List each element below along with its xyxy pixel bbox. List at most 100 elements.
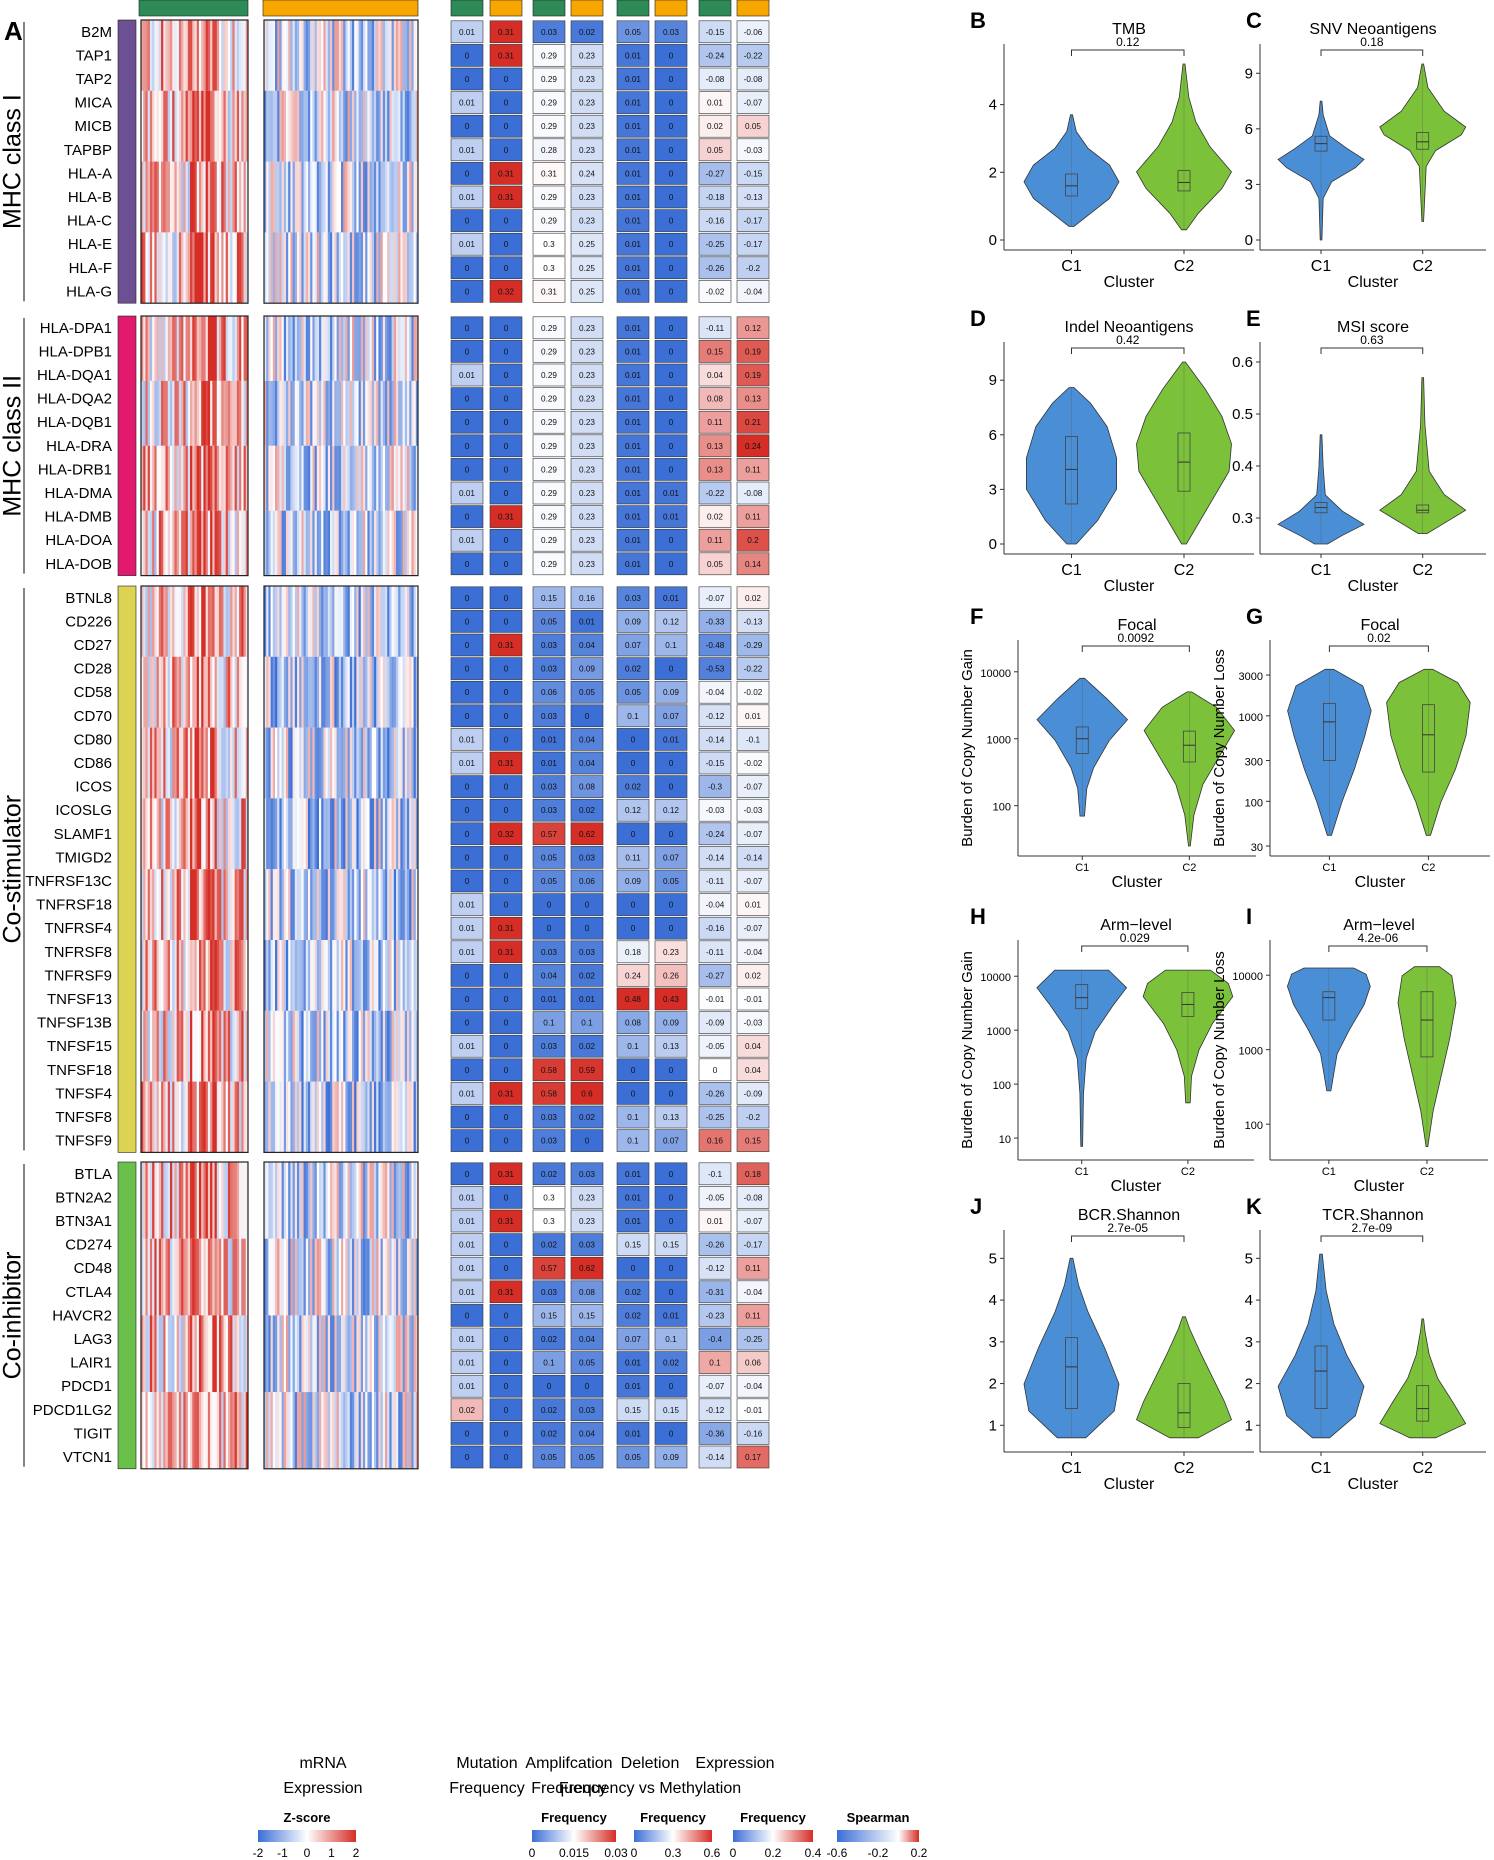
heatmap-cell bbox=[387, 869, 390, 940]
heatmap-cell bbox=[163, 940, 166, 1011]
heatmap-cell bbox=[183, 586, 186, 657]
tile-value-spr: 0.21 bbox=[745, 418, 761, 427]
heatmap-cell bbox=[207, 380, 211, 446]
boxplot-box bbox=[1065, 1337, 1078, 1410]
heatmap-cell bbox=[369, 380, 373, 446]
tile-amp bbox=[532, 1304, 566, 1327]
heatmap-cell bbox=[360, 798, 364, 870]
heatmap-cell bbox=[245, 316, 249, 381]
tile-del bbox=[654, 586, 688, 610]
heatmap-cell bbox=[165, 1081, 169, 1153]
tile-value-mut: 0.31 bbox=[498, 948, 514, 957]
heatmap-cell bbox=[365, 1315, 368, 1393]
heatmap-cell bbox=[194, 380, 198, 446]
heatmap-cell bbox=[234, 510, 238, 576]
heatmap-cell bbox=[221, 445, 224, 511]
tile-value-mut: 0.31 bbox=[498, 1288, 514, 1297]
p-value-label: 0.42 bbox=[1116, 333, 1140, 347]
panel-a: A MHC class IB2Mns0.010.310.030.020.050.… bbox=[0, 0, 928, 1860]
tile-mut bbox=[450, 1162, 484, 1186]
heatmap-cell bbox=[275, 161, 278, 233]
heatmap-cell bbox=[167, 1081, 171, 1153]
heatmap-cell bbox=[196, 232, 200, 304]
heatmap-cell bbox=[332, 727, 335, 799]
heatmap-cell bbox=[194, 940, 198, 1011]
heatmap-cell bbox=[382, 445, 386, 511]
tile-mut bbox=[450, 610, 484, 633]
heatmap-cell bbox=[198, 586, 202, 657]
tile-value-mut: 0 bbox=[504, 324, 509, 333]
heatmap-cell bbox=[378, 316, 381, 381]
heatmap-cell bbox=[367, 1081, 370, 1153]
heatmap-cell bbox=[172, 1315, 175, 1393]
heatmap-cell bbox=[398, 727, 401, 799]
heatmap-cell bbox=[163, 1162, 166, 1239]
heatmap-cell bbox=[198, 1238, 202, 1316]
gene-label: HLA-C bbox=[67, 213, 112, 230]
heatmap-cell bbox=[312, 316, 315, 381]
heatmap-cell bbox=[156, 940, 160, 1011]
heatmap-cell bbox=[178, 1238, 182, 1316]
heatmap-cell bbox=[349, 940, 353, 1011]
tile-value-spr: 0.01 bbox=[707, 1217, 723, 1226]
tile-value-spr: -0.11 bbox=[706, 948, 724, 957]
tile-amp bbox=[532, 162, 566, 185]
tile-amp bbox=[570, 680, 604, 704]
tile-amp bbox=[570, 657, 604, 680]
heatmap-cell bbox=[411, 798, 414, 870]
tile-amp bbox=[532, 552, 566, 576]
heatmap-cell bbox=[286, 1315, 289, 1393]
heatmap-cell bbox=[327, 798, 331, 870]
heatmap-cell bbox=[321, 316, 324, 381]
tile-del bbox=[616, 657, 650, 680]
tile-amp bbox=[532, 114, 566, 138]
tile-spr bbox=[736, 528, 770, 552]
heatmap-cell bbox=[183, 1010, 186, 1082]
tile-value-mut: 0 bbox=[504, 240, 509, 249]
gene-label: HLA-DPA1 bbox=[40, 320, 112, 337]
heatmap-cell bbox=[330, 316, 333, 381]
heatmap-cell bbox=[294, 656, 298, 728]
y-tick-label: 4 bbox=[989, 97, 997, 114]
heatmap-cell bbox=[288, 161, 291, 233]
heatmap-cell bbox=[266, 727, 269, 799]
heatmap-cell bbox=[198, 727, 202, 799]
heatmap-cell bbox=[283, 1010, 287, 1082]
tile-value-del: 0.05 bbox=[625, 688, 641, 697]
tile-value-amp: 0.02 bbox=[579, 806, 595, 815]
heatmap-cell bbox=[334, 1392, 337, 1469]
tile-spr bbox=[736, 680, 770, 704]
heatmap-cell bbox=[352, 586, 355, 657]
tile-value-mut: 0 bbox=[504, 536, 509, 545]
heatmap-cell bbox=[365, 316, 368, 381]
heatmap-cell bbox=[241, 1238, 244, 1316]
heatmap-cell bbox=[225, 510, 229, 576]
heatmap-cell bbox=[338, 1081, 342, 1153]
heatmap-cell bbox=[207, 798, 211, 870]
heatmap-cell bbox=[156, 316, 160, 381]
heatmap-cell bbox=[245, 869, 249, 940]
heatmap-cell bbox=[316, 727, 320, 799]
tile-spr bbox=[698, 586, 732, 610]
heatmap-cell bbox=[277, 90, 280, 162]
tile-value-mut: 0 bbox=[465, 1137, 470, 1146]
heatmap-cell bbox=[376, 798, 379, 870]
y-tick-label: 300 bbox=[1245, 757, 1263, 769]
heatmap-cell bbox=[352, 20, 355, 91]
heatmap-cell bbox=[178, 1162, 182, 1239]
tile-del bbox=[654, 1082, 688, 1105]
heatmap-cell bbox=[212, 380, 215, 446]
tile-value-amp: 0.08 bbox=[579, 783, 595, 792]
tile-value-spr: -0.3 bbox=[708, 783, 723, 792]
heatmap-cell bbox=[176, 1081, 180, 1153]
boxplot-box bbox=[1314, 1345, 1328, 1410]
tile-mut bbox=[489, 1129, 523, 1152]
heatmap-cell bbox=[334, 510, 337, 576]
tile-mut bbox=[450, 162, 484, 185]
y-tick-label: 5 bbox=[1245, 1250, 1253, 1267]
heatmap-cell bbox=[288, 940, 291, 1011]
heatmap-cell bbox=[385, 656, 388, 728]
heatmap-cell bbox=[192, 380, 195, 446]
heatmap-cell bbox=[223, 380, 227, 446]
heatmap-cell bbox=[288, 445, 291, 511]
